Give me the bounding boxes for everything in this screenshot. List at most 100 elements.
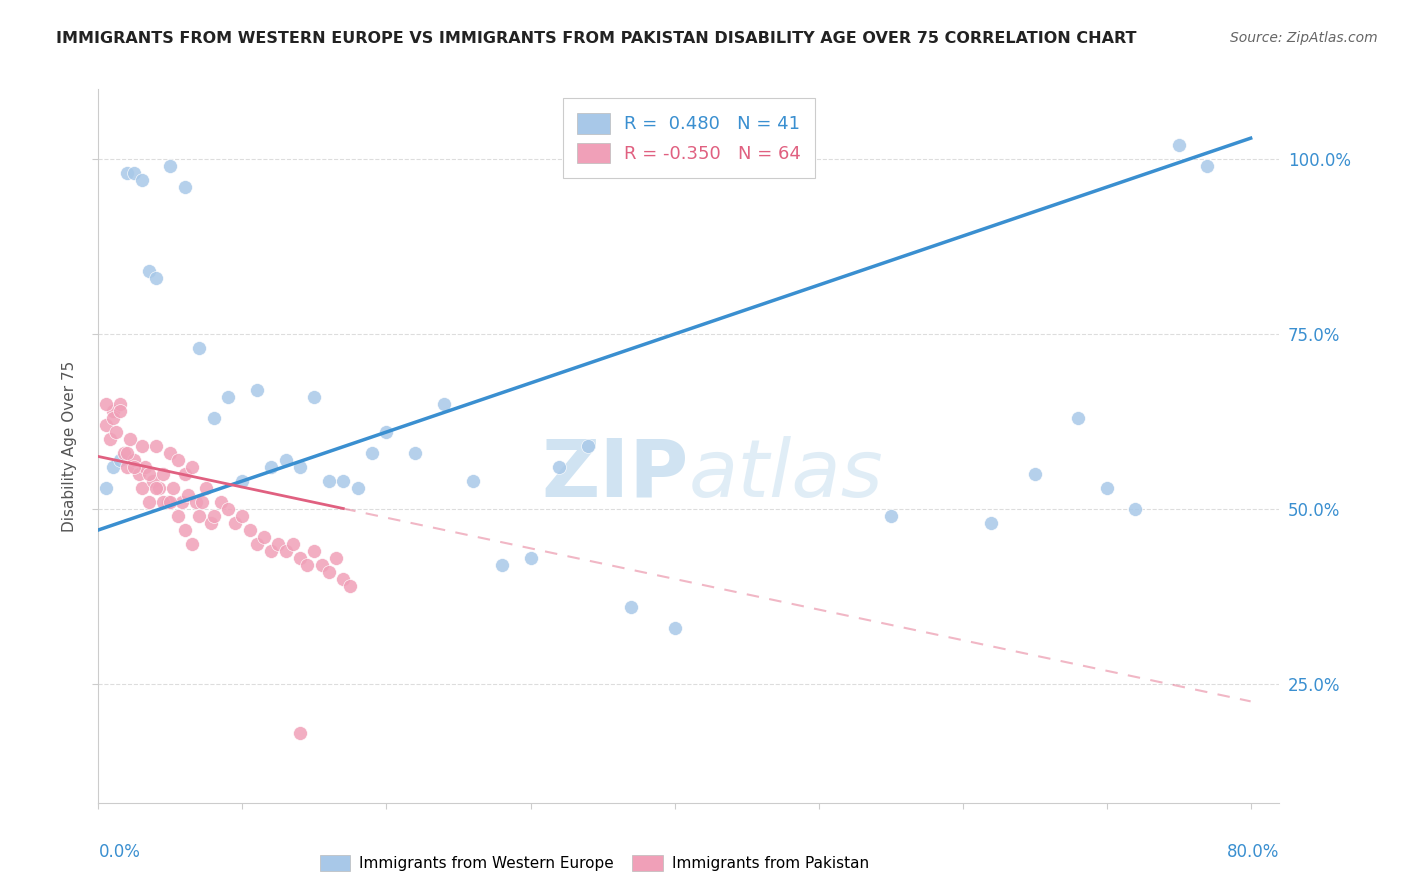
Point (145, 481, 167, 495)
Point (94, 417, 117, 432)
Point (1125, 502, 1147, 516)
Point (191, 495, 214, 509)
Point (491, 558, 513, 572)
Point (131, 439, 153, 453)
Point (1095, 481, 1118, 495)
Point (145, 271, 167, 285)
Point (145, 439, 167, 453)
Point (1067, 411, 1090, 425)
Point (200, 516, 222, 530)
Point (202, 411, 225, 425)
Point (274, 453, 297, 467)
Point (138, 495, 160, 509)
Point (346, 481, 368, 495)
Point (159, 159, 181, 173)
Point (318, 474, 340, 488)
Text: 80.0%: 80.0% (1227, 843, 1279, 861)
Point (1024, 467, 1046, 481)
Point (332, 474, 354, 488)
Point (311, 558, 333, 572)
Point (274, 544, 297, 558)
Point (108, 397, 131, 411)
Point (177, 488, 200, 502)
Point (152, 467, 174, 481)
Point (375, 425, 398, 439)
Point (209, 495, 232, 509)
Point (548, 460, 571, 475)
Point (188, 341, 211, 355)
Point (664, 621, 686, 635)
Point (124, 453, 146, 467)
Point (124, 460, 146, 475)
Point (148, 481, 170, 495)
Point (288, 550, 311, 565)
Text: Source: ZipAtlas.com: Source: ZipAtlas.com (1230, 31, 1378, 45)
Point (267, 537, 290, 551)
Point (318, 565, 340, 579)
Point (288, 460, 311, 475)
Point (186, 495, 208, 509)
Point (433, 397, 456, 411)
Point (162, 481, 184, 495)
Point (173, 523, 195, 537)
Point (131, 481, 153, 495)
Point (202, 508, 225, 523)
Point (217, 390, 239, 404)
Point (101, 404, 124, 418)
Point (101, 411, 124, 425)
Point (166, 453, 188, 467)
Point (304, 544, 326, 558)
Point (101, 460, 124, 475)
Legend: Immigrants from Western Europe, Immigrants from Pakistan: Immigrants from Western Europe, Immigran… (314, 849, 876, 877)
Text: atlas: atlas (689, 435, 884, 514)
Point (94, 397, 117, 411)
Point (404, 446, 426, 460)
Text: IMMIGRANTS FROM WESTERN EUROPE VS IMMIGRANTS FROM PAKISTAN DISABILITY AGE OVER 7: IMMIGRANTS FROM WESTERN EUROPE VS IMMIGR… (56, 31, 1136, 46)
Point (156, 495, 179, 509)
Point (1197, 159, 1219, 173)
Point (159, 495, 181, 509)
Point (980, 516, 1002, 530)
Point (112, 446, 135, 460)
Point (134, 460, 156, 475)
Point (152, 495, 174, 509)
Point (297, 558, 319, 572)
Point (104, 425, 127, 439)
Point (1167, 138, 1189, 153)
Point (325, 550, 347, 565)
Point (181, 460, 204, 475)
Point (231, 508, 253, 523)
Point (159, 446, 181, 460)
Point (620, 599, 643, 614)
Point (288, 726, 311, 740)
Point (173, 467, 195, 481)
Point (339, 579, 361, 593)
Point (142, 474, 165, 488)
Text: ZIP: ZIP (541, 435, 689, 514)
Point (131, 173, 153, 187)
Point (124, 166, 146, 180)
Point (138, 264, 160, 278)
Point (115, 460, 138, 475)
Point (94, 481, 117, 495)
Point (231, 474, 253, 488)
Point (138, 467, 160, 481)
Point (332, 572, 354, 586)
Point (188, 508, 211, 523)
Point (170, 495, 193, 509)
Point (519, 550, 541, 565)
Point (281, 537, 304, 551)
Point (173, 180, 195, 194)
Point (115, 166, 138, 180)
Point (260, 460, 283, 475)
Point (115, 446, 138, 460)
Point (253, 530, 276, 544)
Point (879, 508, 901, 523)
Text: 0.0%: 0.0% (98, 843, 141, 861)
Point (217, 502, 239, 516)
Point (576, 439, 599, 453)
Point (108, 404, 131, 418)
Y-axis label: Disability Age Over 75: Disability Age Over 75 (62, 360, 77, 532)
Point (246, 383, 269, 397)
Point (181, 537, 204, 551)
